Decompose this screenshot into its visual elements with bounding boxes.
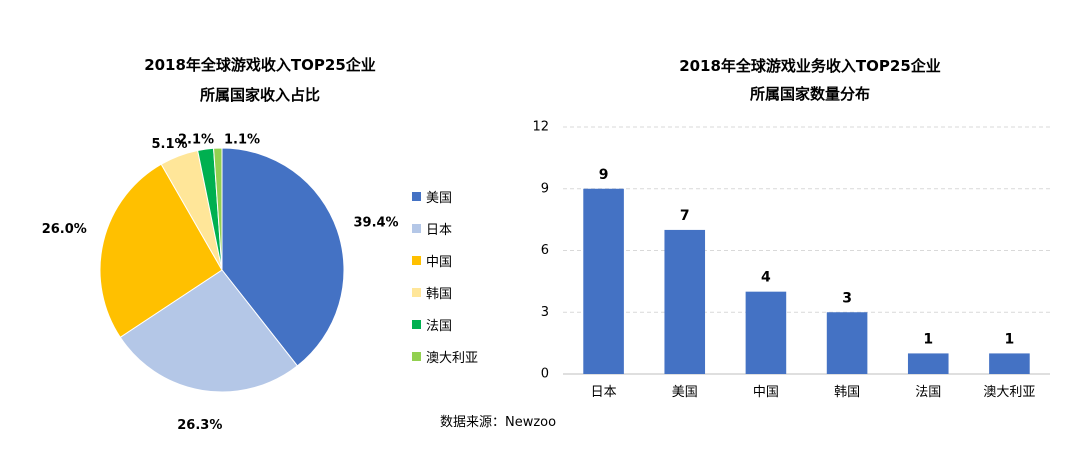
bar-title-line1: 2018年全球游戏业务收入TOP25企业 [679,57,941,75]
pie-data-label-0: 39.4% [353,215,398,230]
legend-item: 中国 [412,244,478,276]
pie-data-label-2: 26.0% [42,222,87,237]
bar-data-label-5: 1 [1005,331,1015,347]
source-note: 数据来源：Newzoo [440,415,557,430]
x-tick-label-5: 澳大利亚 [983,384,1035,400]
legend-label: 日本 [426,222,453,238]
legend-label: 法国 [426,318,453,334]
y-tick-label-3: 9 [541,181,549,196]
legend-swatch [412,223,421,233]
bar-data-label-1: 7 [680,208,690,224]
pie-data-label-4: 2.1% [178,133,214,148]
legend-item: 澳大利亚 [412,340,478,372]
bar-data-label-3: 3 [842,290,852,306]
bar-data-label-4: 1 [923,331,933,347]
y-tick-label-1: 3 [541,305,549,320]
pie-legend: 美国 日本 中国 韩国 法国 澳大利亚 [412,180,478,372]
legend-item: 日本 [412,212,478,244]
x-tick-label-0: 日本 [591,385,617,400]
bar-2 [745,291,787,374]
legend-swatch [412,287,421,297]
x-tick-label-1: 美国 [672,385,698,400]
bar-0 [583,188,624,374]
legend-swatch [412,351,421,361]
x-tick-label-2: 中国 [753,385,779,400]
x-tick-label-4: 法国 [915,385,941,400]
bar-data-label-0: 9 [599,167,609,183]
pie-slice-2 [99,163,223,338]
x-tick-label-3: 韩国 [834,385,860,400]
y-tick-label-2: 6 [541,243,549,258]
pie-data-label-3: 5.1% [152,137,188,152]
pie-title-line2: 所属国家收入占比 [199,86,320,104]
pie-slice-1 [119,269,299,393]
legend-item: 法国 [412,308,478,340]
pie-title-line1: 2018年全球游戏收入TOP25企业 [144,56,376,74]
bar-1 [664,229,706,374]
y-tick-label-4: 12 [532,120,549,135]
bar-4 [907,353,949,374]
bar-3 [826,312,868,374]
bar-title-line2: 所属国家数量分布 [749,85,870,103]
bar-5 [989,353,1030,374]
legend-swatch [412,255,421,265]
y-tick-label-0: 0 [541,367,549,382]
pie-data-label-1: 26.3% [177,418,222,433]
legend-label: 美国 [426,190,453,206]
legend-label: 中国 [426,254,453,270]
legend-swatch [412,191,421,201]
pie-slice-5 [213,147,223,271]
legend-item: 美国 [412,180,478,212]
legend-item: 韩国 [412,276,478,308]
pie-chart-title: 2018年全球游戏收入TOP25企业 所属国家收入占比 [90,50,430,110]
legend-label: 澳大利亚 [426,350,479,366]
pie-data-label-5: 1.1% [224,133,260,148]
bar-data-label-2: 4 [761,270,771,286]
legend-swatch [412,319,421,329]
pie-slice-0 [221,147,345,367]
bar-chart-title: 2018年全球游戏业务收入TOP25企业 所属国家数量分布 [600,52,1020,108]
legend-label: 韩国 [426,286,453,302]
